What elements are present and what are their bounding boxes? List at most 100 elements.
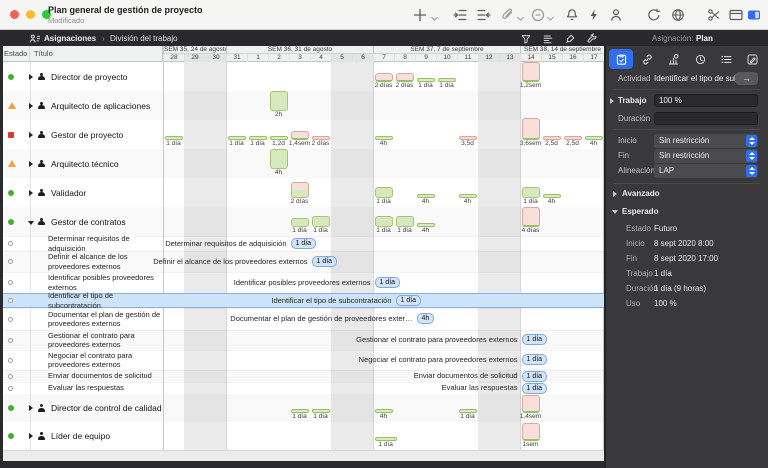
remove-menu-chevron-icon[interactable] xyxy=(546,11,555,27)
tab-links[interactable] xyxy=(635,49,659,69)
notifications-bell-icon[interactable] xyxy=(564,7,580,23)
collapsed-disclosure-icon[interactable] xyxy=(613,191,617,197)
task-row[interactable]: Gestionar el contrato para proveedores e… xyxy=(0,330,604,350)
gantt-bar[interactable] xyxy=(311,409,330,413)
inicio-popup[interactable]: Sin restricción xyxy=(654,134,758,148)
remove-icon[interactable] xyxy=(530,7,546,23)
gantt-bar[interactable] xyxy=(521,62,540,82)
task-row[interactable]: Negociar el contrato para proveedores ex… xyxy=(0,350,604,370)
resource-row[interactable]: Director de proyecto 2 días 2 días 1 día 1 d… xyxy=(0,62,604,91)
gantt-bar[interactable] xyxy=(521,118,540,140)
gantt-duration-pill[interactable]: 1 día xyxy=(374,277,401,288)
resource-row[interactable]: Director de control de calidad 1 día 1 día… xyxy=(0,394,604,422)
gantt-bar[interactable] xyxy=(290,409,309,413)
row-disclosure-icon[interactable] xyxy=(29,160,33,167)
gantt-bar[interactable] xyxy=(416,223,435,227)
layout-panel-icon[interactable] xyxy=(728,7,744,23)
gantt-bar[interactable] xyxy=(311,136,330,140)
resource-row[interactable]: Gestor de contratos 1 día 1 día 1 día 1 día 4… xyxy=(0,207,604,236)
tab-plan[interactable] xyxy=(609,49,634,69)
close-window-button[interactable] xyxy=(10,10,19,19)
gantt-bar[interactable] xyxy=(269,136,288,140)
gantt-bar[interactable] xyxy=(416,78,435,82)
gantt-bar[interactable] xyxy=(458,409,477,413)
gantt-bar[interactable] xyxy=(290,218,309,227)
inspector-toggle-icon[interactable] xyxy=(746,7,762,23)
task-row[interactable]: Definir el alcance de los proveedores ex… xyxy=(0,251,604,272)
row-disclosure-icon[interactable] xyxy=(29,433,33,439)
settings-wrench-icon[interactable] xyxy=(586,32,598,44)
gantt-duration-pill[interactable]: 1 día xyxy=(521,383,548,394)
gantt-bar[interactable] xyxy=(374,136,393,140)
gantt-bar[interactable] xyxy=(311,216,330,227)
gantt-bar[interactable] xyxy=(227,136,246,140)
gantt-bar[interactable] xyxy=(563,136,582,140)
sync-refresh-icon[interactable] xyxy=(646,7,662,23)
gantt-bar[interactable] xyxy=(395,216,414,227)
breadcrumb-view[interactable]: División del trabajo xyxy=(110,34,178,43)
section-esperado[interactable]: Esperado xyxy=(612,207,658,216)
task-row[interactable]: Evaluar las respuestas 1 día Evaluar las r… xyxy=(0,382,604,394)
task-row[interactable]: Determinar requisitos de adquisición 1 dí… xyxy=(0,234,604,253)
style-lines-icon[interactable] xyxy=(542,32,554,44)
add-menu-chevron-icon[interactable] xyxy=(430,11,439,27)
gantt-bar[interactable] xyxy=(521,187,540,198)
task-row[interactable]: Identificar el tipo de subcontratación 1 … xyxy=(0,291,604,310)
column-header-titulo[interactable]: Título xyxy=(30,46,163,62)
gantt-duration-pill[interactable]: 1 día xyxy=(521,334,548,345)
trabajo-input[interactable]: 100 % xyxy=(654,94,758,107)
gantt-bar[interactable] xyxy=(521,207,540,227)
resource-row[interactable]: Líder de equipo 1 día 1sem xyxy=(0,422,604,450)
fin-popup[interactable]: Sin restricción xyxy=(654,149,758,163)
gantt-duration-pill[interactable]: 4h xyxy=(416,313,435,324)
duracion-input[interactable] xyxy=(654,112,758,125)
gantt-bar[interactable] xyxy=(521,395,540,413)
resource-row[interactable]: Validador 2 días 1 día 4h 4h 1 día 4h xyxy=(0,178,604,207)
gantt-duration-pill[interactable]: 1 día xyxy=(311,256,338,267)
task-row[interactable]: Enviar documentos de solicitud 1 día Envia… xyxy=(0,370,604,382)
tab-list[interactable] xyxy=(714,49,738,69)
conflicts-bolt-icon[interactable] xyxy=(586,7,602,23)
gantt-bar[interactable] xyxy=(164,136,183,140)
resource-row[interactable]: Arquitecto de aplicaciones 2h xyxy=(0,91,604,120)
add-icon[interactable] xyxy=(412,7,428,23)
filter-icon[interactable] xyxy=(520,32,532,44)
row-disclosure-icon[interactable] xyxy=(28,220,34,225)
attach-menu-chevron-icon[interactable] xyxy=(516,11,525,27)
gantt-bar[interactable] xyxy=(521,423,540,441)
gantt-duration-pill[interactable]: 1 día xyxy=(290,238,317,249)
gantt-duration-pill[interactable]: 1 día xyxy=(521,354,548,365)
gantt-bar[interactable] xyxy=(458,194,477,198)
gantt-bar[interactable] xyxy=(542,194,561,198)
cut-scissors-icon[interactable] xyxy=(706,7,722,23)
task-row[interactable]: Identificar posibles proveedores externo… xyxy=(0,272,604,293)
gantt-bar[interactable] xyxy=(290,131,309,140)
format-brush-icon[interactable] xyxy=(564,32,576,44)
gantt-bar[interactable] xyxy=(248,136,267,140)
row-disclosure-icon[interactable] xyxy=(29,102,33,109)
context-value[interactable]: Plan xyxy=(696,34,713,43)
network-globe-icon[interactable] xyxy=(670,7,686,23)
resource-row[interactable]: Arquitecto técnico 4h xyxy=(0,149,604,178)
section-avanzado[interactable]: Avanzado xyxy=(613,189,660,198)
gantt-bar[interactable] xyxy=(374,216,393,227)
task-row[interactable]: Documentar el plan de gestión de proveed… xyxy=(0,308,604,330)
gantt-bar[interactable] xyxy=(269,149,288,169)
row-disclosure-icon[interactable] xyxy=(29,189,33,196)
breadcrumb-root[interactable]: Asignaciones xyxy=(44,34,97,43)
resources-person-icon[interactable] xyxy=(608,7,624,23)
trabajo-disclosure-icon[interactable] xyxy=(610,98,614,104)
outdent-icon[interactable] xyxy=(476,7,492,23)
zoom-window-button[interactable] xyxy=(42,10,51,19)
tab-time[interactable] xyxy=(688,49,712,69)
row-disclosure-icon[interactable] xyxy=(29,73,33,80)
gantt-bar[interactable] xyxy=(395,73,414,82)
tab-notes[interactable] xyxy=(741,49,765,69)
expanded-disclosure-icon[interactable] xyxy=(612,210,618,214)
gantt-bar[interactable] xyxy=(416,194,435,198)
row-disclosure-icon[interactable] xyxy=(29,131,33,138)
resource-row[interactable]: Gestor de proyecto 1 día 1 día 1 día 1,2d 1,4… xyxy=(0,118,604,149)
gantt-bar[interactable] xyxy=(290,182,309,198)
indent-icon[interactable] xyxy=(452,7,468,23)
gantt-bar[interactable] xyxy=(374,437,397,441)
